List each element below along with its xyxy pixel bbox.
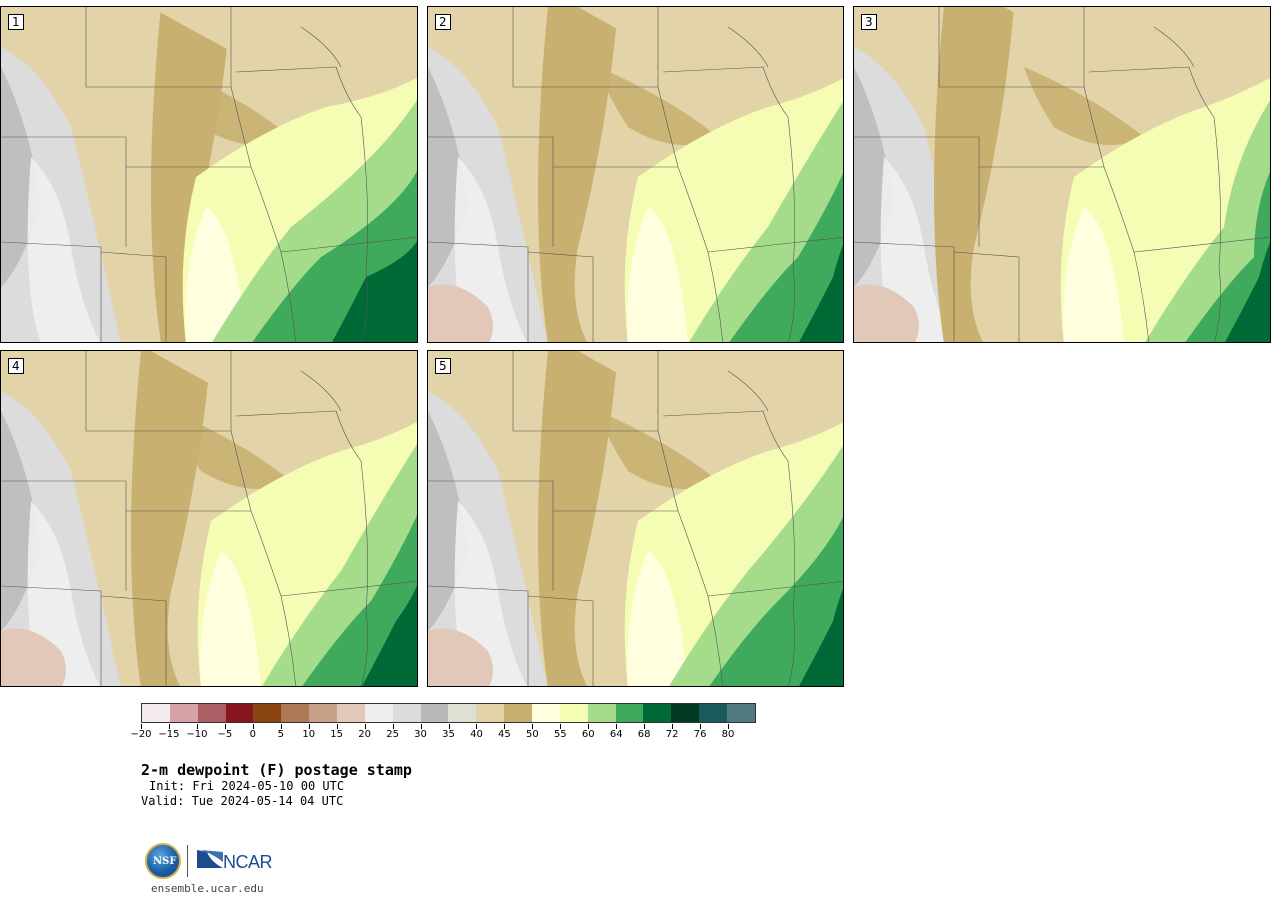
colorbar-tick-label: 55 xyxy=(553,729,567,740)
dewpoint-field xyxy=(1,351,417,686)
colorbar-tick-label: 5 xyxy=(277,729,284,740)
site-url: ensemble.ucar.edu xyxy=(151,882,264,895)
colorbar-tick xyxy=(336,724,338,729)
colorbar-tick-label: 25 xyxy=(386,729,399,740)
ensemble-member-map-1: 1 xyxy=(0,6,418,343)
colorbar-swatch xyxy=(699,704,728,722)
colorbar-swatch xyxy=(169,704,198,722)
colorbar-tick-label: 68 xyxy=(637,729,651,740)
colorbar-tick-label: 0 xyxy=(249,729,256,740)
colorbar-tick-label: 20 xyxy=(358,729,371,740)
colorbar-tick xyxy=(224,724,226,729)
nsf-globe-icon: NSF xyxy=(145,843,181,879)
colorbar-tick xyxy=(700,724,702,729)
colorbar-tick xyxy=(392,724,394,729)
colorbar-swatch xyxy=(643,704,672,722)
colorbar-ticks: −20 −15 −10 −5 0 5 10 15 20 25 30 35 40 45 50 55 60 64 68 7… xyxy=(130,724,756,744)
ensemble-member-map-5: 5 xyxy=(427,350,844,687)
colorbar-swatch xyxy=(671,704,700,722)
colorbar-tick xyxy=(504,724,506,729)
dewpoint-field xyxy=(428,351,843,686)
colorbar-tick xyxy=(420,724,422,729)
nsf-logo-text: NSF xyxy=(153,856,177,867)
colorbar-tick-label: 50 xyxy=(525,729,539,740)
member-label: 5 xyxy=(435,358,451,374)
colorbar-tick xyxy=(616,724,618,729)
ncar-logo-text: NCAR xyxy=(223,852,273,872)
colorbar-tick xyxy=(196,724,198,729)
colorbar-swatch xyxy=(420,704,449,722)
dewpoint-field xyxy=(428,7,843,342)
colorbar-tick xyxy=(644,724,646,729)
colorbar-tick xyxy=(560,724,562,729)
colorbar-swatch xyxy=(197,704,226,722)
colorbar-swatch xyxy=(281,704,310,722)
colorbar-tick-label: −10 xyxy=(186,729,208,740)
ensemble-member-map-2: 2 xyxy=(427,6,844,343)
init-time: Init: Fri 2024-05-10 00 UTC xyxy=(149,779,345,793)
colorbar-swatch xyxy=(448,704,477,722)
colorbar-tick-label: 64 xyxy=(609,729,623,740)
colorbar-tick xyxy=(448,724,450,729)
colorbar-tick-label: 35 xyxy=(442,729,455,740)
colorbar-swatch xyxy=(615,704,644,722)
colorbar-swatch xyxy=(532,704,560,722)
colorbar-tick xyxy=(532,724,534,729)
colorbar-swatch xyxy=(727,704,755,722)
colorbar-tick xyxy=(476,724,478,729)
colorbar-tick-label: 45 xyxy=(498,729,511,740)
colorbar-tick-label: −5 xyxy=(217,729,233,740)
colorbar-swatch xyxy=(253,704,282,722)
colorbar-tick xyxy=(588,724,590,729)
nsf-ncar-logo: NSF NCAR xyxy=(145,843,275,881)
colorbar-tick xyxy=(252,724,254,729)
colorbar-tick xyxy=(672,724,674,729)
ensemble-member-map-4: 4 xyxy=(0,350,418,687)
plot-title: 2-m dewpoint (F) postage stamp xyxy=(141,761,412,779)
colorbar-tick-label: 30 xyxy=(414,729,427,740)
colorbar-swatch xyxy=(392,704,421,722)
member-label: 4 xyxy=(8,358,24,374)
colorbar-tick xyxy=(728,724,730,729)
member-label: 3 xyxy=(861,14,877,30)
colorbar-swatch xyxy=(504,704,533,722)
colorbar-swatch xyxy=(225,704,254,722)
colorbar-tick-label: 40 xyxy=(470,729,483,740)
colorbar-tick-label: 80 xyxy=(721,729,735,740)
colorbar-tick-label: 10 xyxy=(302,729,316,740)
colorbar-swatch xyxy=(309,704,338,722)
colorbar-swatch xyxy=(364,704,393,722)
colorbar-tick xyxy=(364,724,366,729)
colorbar-tick xyxy=(168,724,170,729)
colorbar-tick xyxy=(141,724,142,729)
logo-divider xyxy=(187,845,188,877)
colorbar-tick xyxy=(280,724,282,729)
colorbar-tick-label: 72 xyxy=(665,729,679,740)
colorbar-swatch xyxy=(559,704,588,722)
colorbar-tick-label: −20 xyxy=(130,729,152,740)
colorbar-tick-label: −15 xyxy=(158,729,180,740)
dewpoint-colorbar xyxy=(141,703,756,723)
dewpoint-field xyxy=(854,7,1270,342)
colorbar-swatch xyxy=(337,704,365,722)
valid-time: Valid: Tue 2024-05-14 04 UTC xyxy=(141,794,344,808)
colorbar-tick-label: 15 xyxy=(330,729,344,740)
colorbar-tick xyxy=(308,724,310,729)
colorbar-swatch xyxy=(587,704,616,722)
member-label: 1 xyxy=(8,14,24,30)
member-label: 2 xyxy=(435,14,451,30)
ensemble-member-map-3: 3 xyxy=(853,6,1271,343)
dewpoint-field xyxy=(1,7,417,342)
colorbar-swatch xyxy=(476,704,505,722)
colorbar-swatch xyxy=(142,704,170,722)
ncar-mark-icon xyxy=(197,850,223,868)
colorbar-tick-label: 60 xyxy=(581,729,595,740)
colorbar-tick-label: 76 xyxy=(693,729,707,740)
